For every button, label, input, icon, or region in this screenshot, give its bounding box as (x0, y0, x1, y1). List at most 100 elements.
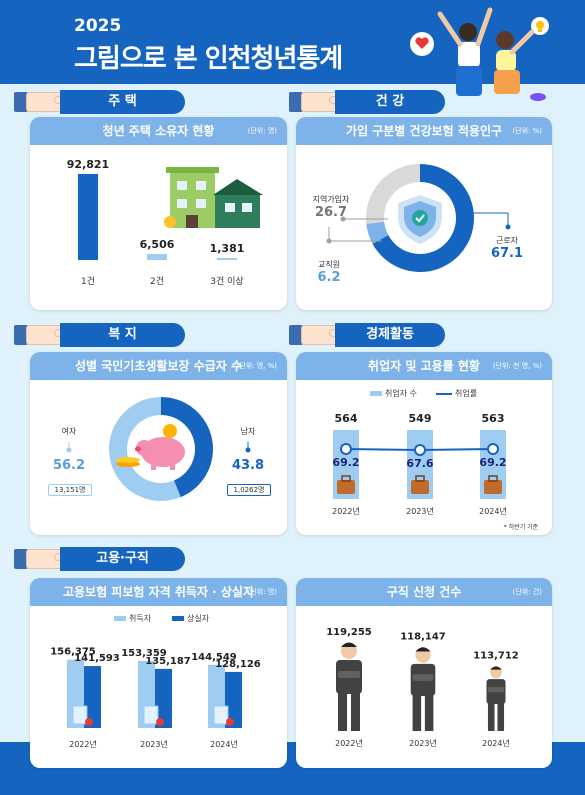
jobseek-value-1: 118,147 (400, 632, 446, 643)
jobseek-year-0: 2022년 (335, 738, 363, 748)
insurance-bar-lost-2 (225, 671, 242, 728)
person-head-1 (415, 647, 431, 663)
housing-category-2: 3건 이상 (210, 276, 243, 287)
health-card-title: 가입 구분별 건강보험 적용인구 (345, 124, 503, 138)
jobseek-year-2: 2024년 (482, 738, 510, 748)
jobseek-value-2: 113,712 (473, 651, 519, 662)
economy-legend-line: 취업률 (436, 388, 477, 399)
housing-card: 청년 주택 소유자 현황 (단위: 명) 92,821 1건 6,506 2건 1,38… (30, 117, 287, 310)
section-health: 건 강 (289, 90, 449, 114)
health-slice-1 (366, 221, 389, 244)
welfare-value-male: 43.8 (231, 458, 265, 473)
economy-year-1: 2023년 (406, 506, 434, 516)
shield-icon (398, 195, 442, 244)
section-housing: 주 택 (14, 90, 189, 114)
health-value-worker: 67.1 (490, 246, 524, 261)
insurance-legend-a: 취득자 (114, 613, 151, 624)
briefcase-icon (411, 480, 429, 494)
document-icon (72, 705, 88, 725)
briefcase-handle (415, 475, 425, 482)
housing-card-unit: (단위: 명) (247, 127, 277, 135)
economy-chart: 564 2022년 549 2023년 563 2024년 69.2 67.6 69.2 (332, 412, 507, 516)
economy-rate-point-1 (414, 444, 426, 456)
jobseek-year-1: 2023년 (409, 738, 437, 748)
insurance-lost-0: 141,593 (74, 653, 120, 664)
welfare-card: 성별 국민기초생활보장 수급자 수 (단위: 명, %) 여자 56.2 13,… (30, 352, 287, 535)
economy-rate-point-0 (340, 443, 352, 455)
economy-rate-2: 69.2 (479, 456, 506, 469)
section-economy: 경제활동 (289, 323, 449, 347)
briefcase-icon (337, 480, 355, 494)
section-employment-label: 고용·구직 (60, 547, 185, 571)
health-label-regional: 지역가입자 (312, 195, 350, 204)
health-chart (326, 164, 511, 272)
insurance-bar-lost-0 (84, 666, 101, 728)
page-header: 2025 그림으로 본 인천청년통계 (0, 0, 585, 101)
jobseek-value-0: 119,255 (326, 627, 372, 638)
economy-card: 취업자 및 고용률 현황 (단위: 천 명, %) 취업자 수 취업률 564 2… (296, 352, 552, 535)
welfare-card-title: 성별 국민기초생활보장 수급자 수 (74, 359, 243, 373)
insurance-year-2: 2024년 (210, 739, 238, 749)
stamp-icon (226, 718, 234, 726)
welfare-slice-0 (161, 397, 214, 498)
health-label-worker: 근로자 (495, 236, 519, 245)
economy-employed-2: 563 (482, 412, 505, 425)
jobseek-card: 구직 신청 건수 (단위: 건) 119,255 2022년 118,147 2023… (296, 578, 552, 768)
housing-category-1: 2건 (150, 276, 164, 287)
youth-illustration (410, 7, 549, 101)
health-value-regional: 26.7 (314, 205, 348, 220)
health-label-teacher: 교직원 (317, 260, 341, 269)
insurance-acquired-2: 144,549 (191, 652, 237, 663)
document-icon (213, 705, 229, 725)
insurance-year-0: 2022년 (69, 739, 97, 749)
section-employment: 고용·구직 (14, 547, 189, 571)
economy-rate-point-2 (487, 443, 499, 455)
insurance-card-unit: (단위: 명) (247, 588, 277, 596)
jobseek-card-title: 구직 신청 건수 (386, 585, 462, 599)
housing-value-0: 92,821 (67, 158, 109, 171)
briefcase-handle (488, 475, 498, 482)
economy-employed-0: 564 (335, 412, 358, 425)
document-icon (143, 705, 159, 725)
insurance-year-1: 2023년 (140, 739, 168, 749)
insurance-acquired-1: 153,359 (121, 648, 167, 659)
section-health-label: 건 강 (335, 90, 445, 114)
housing-category-0: 1건 (81, 276, 95, 287)
welfare-chart (66, 397, 251, 501)
health-card: 가입 구분별 건강보험 적용인구 (단위: %) 지역가입자 26.7 교직원 … (296, 117, 552, 310)
stamp-icon (85, 718, 93, 726)
housing-card-title: 청년 주택 소유자 현황 (102, 124, 215, 138)
insurance-card: 고용보험 피보험 자격 취득자 · 상실자 (단위: 명) 취득자 상실자 15… (30, 578, 287, 768)
page-title: 그림으로 본 인천청년통계 (74, 44, 343, 74)
health-card-unit: (단위: %) (512, 127, 542, 135)
housing-bar-2 (217, 258, 237, 260)
economy-rate-1: 67.6 (406, 457, 433, 470)
economy-employed-1: 549 (409, 412, 432, 425)
economy-legend-bar: 취업자 수 (370, 388, 417, 399)
insurance-lost-2: 128,126 (215, 659, 261, 670)
housing-value-2: 1,381 (210, 242, 245, 255)
economy-rate-0: 69.2 (332, 456, 359, 469)
health-value-teacher: 6.2 (317, 270, 341, 285)
housing-bar-0 (78, 174, 98, 260)
section-welfare: 복 지 (14, 323, 189, 347)
piggy-bank-icon (116, 424, 185, 470)
person-head-2 (490, 666, 502, 679)
jobseek-chart: 119,255 2022년 118,147 2023년 113,712 2024년 (326, 627, 519, 748)
economy-year-2: 2024년 (479, 506, 507, 516)
housing-chart: 92,821 1건 6,506 2건 1,381 3건 이상 (67, 158, 263, 287)
health-slice-2 (366, 164, 420, 224)
section-economy-label: 경제활동 (335, 323, 445, 347)
welfare-card-unit: (단위: 명, %) (236, 362, 277, 370)
housing-value-1: 6,506 (140, 238, 175, 251)
jobseek-card-unit: (단위: 건) (512, 588, 542, 596)
insurance-bar-lost-1 (155, 668, 172, 728)
welfare-slice-1 (109, 397, 181, 501)
welfare-count-male: 1,0262명 (227, 484, 271, 496)
house-illustration (164, 167, 263, 228)
economy-footnote: * 하반기 기준 (503, 524, 539, 531)
welfare-label-female: 여자 (61, 427, 77, 436)
welfare-label-male: 남자 (240, 427, 256, 436)
insurance-card-title: 고용보험 피보험 자격 취득자 · 상실자 (62, 585, 255, 599)
